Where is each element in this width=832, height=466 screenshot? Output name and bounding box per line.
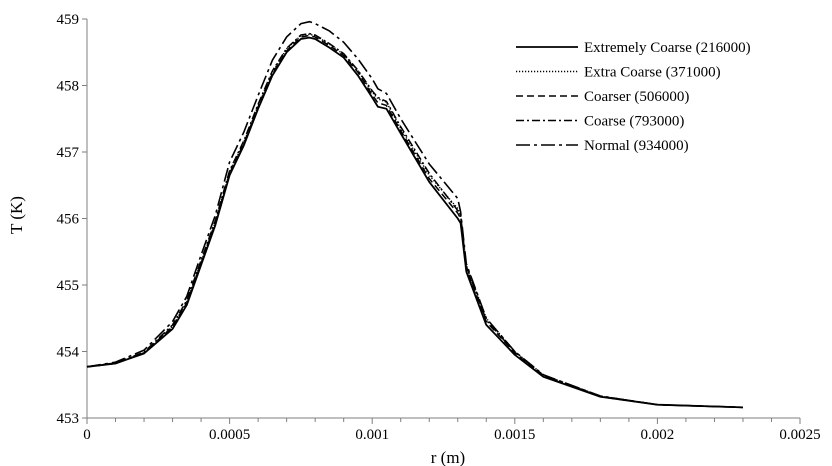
y-tick-label: 453 bbox=[57, 411, 80, 427]
x-axis-title: r (m) bbox=[431, 448, 465, 466]
series-line-5 bbox=[86, 20, 743, 409]
x-tick-label: 0.001 bbox=[355, 427, 389, 443]
series-line-1 bbox=[86, 36, 743, 409]
series-line-3 bbox=[86, 34, 743, 409]
x-tick-label: 0.0005 bbox=[209, 427, 250, 443]
axes: 0 0.0005 0.001 0.0015 0.002 0.0025 453 454 455 45… bbox=[57, 12, 821, 443]
legend-label-5: Normal (934000) bbox=[584, 138, 689, 154]
x-tick-label: 0.0025 bbox=[779, 427, 820, 443]
y-tick-label: 455 bbox=[57, 278, 80, 294]
legend-label-3: Coarser (506000) bbox=[584, 89, 689, 105]
x-tick-label: 0 bbox=[83, 427, 91, 443]
plot-area bbox=[86, 20, 743, 409]
y-tick-label: 458 bbox=[57, 79, 80, 95]
series-line-4 bbox=[86, 32, 743, 409]
legend-label-1: Extremely Coarse (216000) bbox=[584, 40, 751, 56]
x-tick-label: 0.0015 bbox=[494, 427, 535, 443]
x-tick-label: 0.002 bbox=[641, 427, 675, 443]
y-axis-title: T (K) bbox=[7, 196, 26, 234]
legend-label-4: Coarse (793000) bbox=[584, 114, 684, 130]
y-tick-label: 457 bbox=[57, 145, 80, 161]
legend-label-2: Extra Coarse (371000) bbox=[584, 65, 721, 81]
y-tick-label: 456 bbox=[57, 212, 80, 228]
y-tick-label: 454 bbox=[57, 345, 80, 361]
y-tick-label: 459 bbox=[57, 12, 80, 28]
legend: Extremely Coarse (216000) Extra Coarse (3… bbox=[516, 40, 751, 154]
